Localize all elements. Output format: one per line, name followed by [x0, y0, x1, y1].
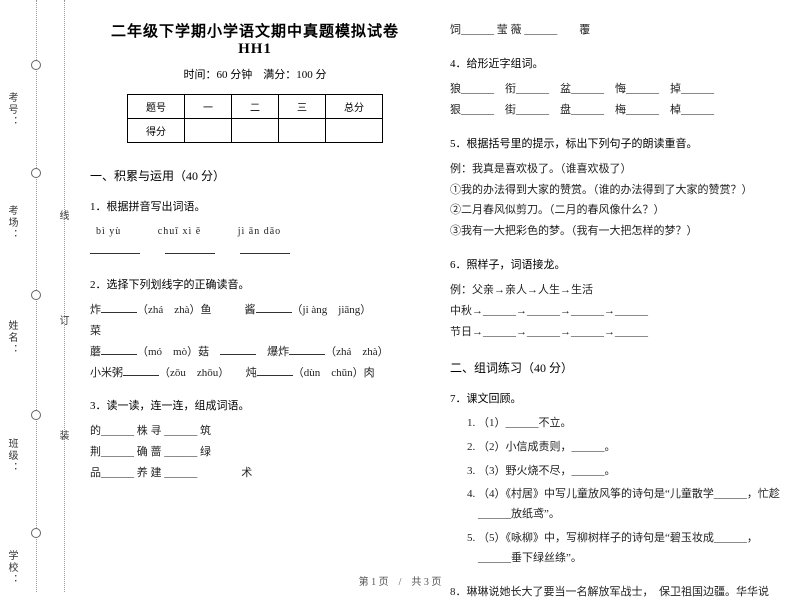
q4-label: 4．给形近字组词。 — [450, 55, 780, 71]
td-blank — [185, 119, 232, 143]
blank — [256, 302, 292, 313]
q2-opt: （zhá zhà）鱼 — [137, 304, 212, 316]
th-3: 三 — [279, 95, 326, 119]
th-tihao: 题号 — [128, 95, 185, 119]
q2-char: 蘑 — [90, 346, 101, 358]
q3-line: 品______ 养 建 ______ 术 — [90, 467, 252, 479]
q2-char: 酱 — [245, 304, 256, 316]
q5-example: 例：我真是喜欢极了。（谁喜欢极了） — [450, 163, 632, 175]
th-2: 二 — [232, 95, 279, 119]
q5-body: 例：我真是喜欢极了。（谁喜欢极了） ①我的办法得到大家的赞赏。（谁的办法得到了大… — [450, 159, 780, 243]
q2-char: 小米粥 — [90, 367, 123, 379]
q2-char: 炖 — [246, 367, 257, 379]
q1-pinyin-row: bì yù chuī xì ē jì ān dāo — [96, 222, 420, 241]
page-content: 二年级下学期小学语文期中真题模拟试卷 HH1 时间：60 分钟 满分：100 分… — [90, 20, 780, 572]
q7-item: （5）《咏柳》中，写柳树样子的诗句是“碧玉妆成______，______垂下绿丝… — [478, 529, 780, 569]
q2-opt: （zōu zhōu） — [159, 367, 224, 379]
q4-line: 狠______ 街______ 盘______ 梅______ 棹______ — [450, 104, 714, 116]
q2-opt: （ji àng jiāng） — [292, 304, 372, 316]
td-blank — [279, 119, 326, 143]
exam-subtitle: 时间：60 分钟 满分：100 分 — [90, 66, 420, 82]
q5-item: ①我的办法得到大家的赞赏。（谁的办法得到了大家的赞赏？） — [450, 184, 753, 196]
td-blank — [326, 119, 383, 143]
q3-body: 的______ 株 寻 ______ 筑 荆______ 确 蔷 ______ … — [90, 421, 420, 484]
label-ding: 订 — [55, 315, 70, 325]
q1-blanks — [90, 241, 420, 262]
q3-line: 的______ 株 寻 ______ 筑 — [90, 425, 211, 437]
pinyin-1: bì yù — [96, 226, 121, 237]
blank — [101, 302, 137, 313]
q6-example: 例：父亲→亲人→人生→生活 — [450, 284, 593, 296]
blank — [90, 243, 140, 254]
right-column: 饲______ 莹 薇 ______ 覆 4．给形近字组词。 狼______ 衔… — [450, 20, 780, 572]
label-zhuang: 装 — [55, 430, 70, 440]
pinyin-3: jì ān dāo — [238, 226, 281, 237]
q3-line: 荆______ 确 蔷 ______ 绿 — [90, 446, 211, 458]
q2-opt: （dùn chūn）肉 — [293, 367, 375, 379]
binding-circle — [31, 290, 41, 300]
q6-line: 中秋→______→______→______→______ — [450, 305, 648, 317]
q7-item: （2）小信成责则，______。 — [478, 438, 780, 458]
q7-item: （3）野火烧不尽，______。 — [478, 462, 780, 482]
binding-circle — [31, 410, 41, 420]
blank — [257, 365, 293, 376]
binding-circle — [31, 528, 41, 538]
q5-item: ③我有一大把彩色的梦。（我有一大把怎样的梦？） — [450, 225, 698, 237]
td-defen: 得分 — [128, 119, 185, 143]
blank — [289, 344, 325, 355]
left-column: 二年级下学期小学语文期中真题模拟试卷 HH1 时间：60 分钟 满分：100 分… — [90, 20, 420, 572]
q2-opt: （zhá zhà） — [325, 346, 389, 358]
label-xian: 线 — [55, 210, 70, 220]
q4-body: 狼______ 衔______ 盆______ 悔______ 掉______ … — [450, 79, 780, 121]
label-kaohaoseq: 考号： — [4, 92, 19, 128]
q7-item: （1）______不立。 — [478, 414, 780, 434]
blank — [240, 243, 290, 254]
q2-char: 菜 — [90, 325, 101, 337]
table-row: 得分 — [128, 119, 383, 143]
q4-line: 狼______ 衔______ 盆______ 悔______ 掉______ — [450, 83, 714, 95]
page-footer: 第 1 页 / 共 3 页 — [0, 573, 800, 588]
q1-label: 1．根据拼音写出词语。 — [90, 198, 420, 214]
q2-label: 2．选择下列划线字的正确读音。 — [90, 276, 420, 292]
section-1-title: 一、积累与运用（40 分） — [90, 167, 420, 184]
q2-char: 炸 — [90, 304, 101, 316]
binding-margin: 考号： 考场： 姓名： 班级： 学校： 线 订 装 — [0, 0, 78, 592]
label-banji: 班级： — [4, 438, 19, 474]
exam-title: 二年级下学期小学语文期中真题模拟试卷 HH1 — [90, 20, 420, 58]
q6-line: 节日→______→______→______→______ — [450, 326, 648, 338]
blank — [101, 344, 137, 355]
dotted-line-inner — [64, 0, 65, 592]
blank — [220, 344, 256, 355]
td-blank — [232, 119, 279, 143]
q6-body: 例：父亲→亲人→人生→生活 中秋→______→______→______→__… — [450, 280, 780, 343]
section-2-title: 二、组词练习（40 分） — [450, 359, 780, 376]
th-total: 总分 — [326, 95, 383, 119]
score-table: 题号 一 二 三 总分 得分 — [127, 94, 383, 143]
label-kaochang: 考场： — [4, 205, 19, 241]
q5-label: 5．根据括号里的提示，标出下列句子的朗读重音。 — [450, 135, 780, 151]
q7-label: 7．课文回顾。 — [450, 390, 780, 406]
q2-body: 炸（zhá zhà）鱼 酱（ji àng jiāng） 菜 蘑（mó mò）菇 … — [90, 300, 420, 384]
q5-item: ②二月春风似剪刀。（二月的春风像什么？） — [450, 204, 665, 216]
q2-opt: （mó mò）菇 — [137, 346, 209, 358]
blank — [165, 243, 215, 254]
table-row: 题号 一 二 三 总分 — [128, 95, 383, 119]
q6-label: 6．照样子，词语接龙。 — [450, 256, 780, 272]
q3-label: 3．读一读，连一连，组成词语。 — [90, 397, 420, 413]
q7-item: （4）《村居》中写儿童放风筝的诗句是“儿童散学______，忙趁______放纸… — [478, 485, 780, 525]
q7-list: （1）______不立。 （2）小信成责则，______。 （3）野火烧不尽，_… — [478, 414, 780, 569]
label-xingming: 姓名： — [4, 320, 19, 356]
binding-circle — [31, 60, 41, 70]
th-1: 一 — [185, 95, 232, 119]
binding-circle — [31, 168, 41, 178]
pinyin-2: chuī xì ē — [158, 226, 201, 237]
q3-tail: 饲______ 莹 薇 ______ 覆 — [450, 20, 780, 41]
q2-char: 爆炸 — [267, 346, 289, 358]
blank — [123, 365, 159, 376]
